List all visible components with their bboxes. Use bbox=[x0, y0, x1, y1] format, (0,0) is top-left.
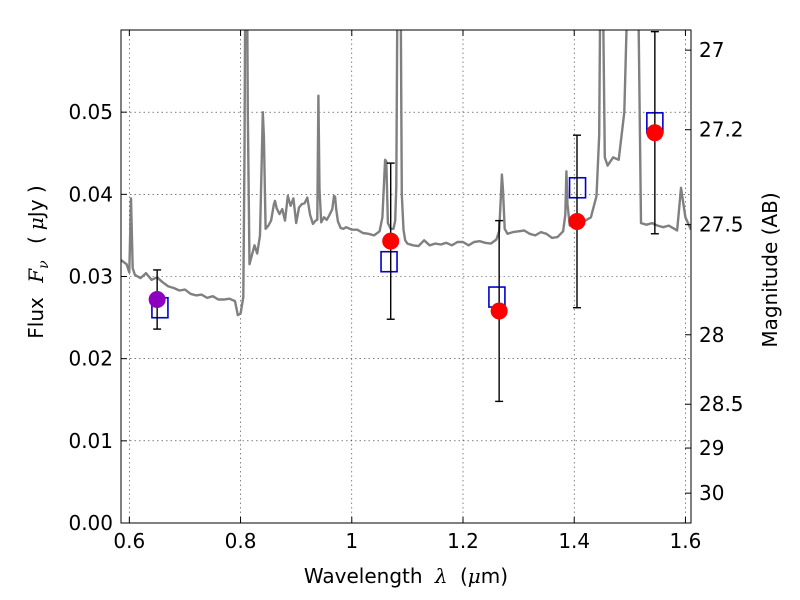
y2-tick-label: 28.5 bbox=[699, 392, 744, 416]
observed-flux-point bbox=[148, 291, 166, 309]
y-tick-label: 0.02 bbox=[68, 347, 113, 371]
model-spectrum-line bbox=[121, 30, 691, 317]
y2-tick-label: 30 bbox=[699, 481, 724, 505]
observed-flux-point bbox=[490, 302, 508, 320]
observed-flux-point bbox=[382, 232, 400, 250]
x-tick-label: 0.8 bbox=[225, 529, 257, 553]
observed-flux-point bbox=[568, 212, 586, 230]
y2-tick-label: 27 bbox=[699, 38, 724, 62]
grid bbox=[121, 30, 691, 523]
y-tick-label: 0.00 bbox=[68, 511, 113, 535]
axis-ticks: 0.6 0.8 1 1.2 1.4 1.6 0.00 0.01 0.02 0.03 0.04 0.05… bbox=[68, 30, 744, 553]
y-axis-title: Flux Fν (μJy ) bbox=[24, 185, 53, 338]
observed-flux-point bbox=[646, 124, 664, 142]
x-tick-label: 1.4 bbox=[558, 529, 590, 553]
x-tick-label: 1.6 bbox=[670, 529, 702, 553]
y2-axis-title: Magnitude (AB) bbox=[758, 192, 782, 347]
model-photometry-square bbox=[380, 250, 398, 273]
y2-tick-label: 28 bbox=[699, 323, 724, 347]
x-tick-label: 0.6 bbox=[113, 529, 145, 553]
x-axis-title: Wavelength λ (μm) bbox=[304, 564, 508, 588]
y2-tick-label: 27.5 bbox=[699, 213, 744, 237]
model-spectrum-layer bbox=[121, 30, 691, 317]
x-tick-label: 1.2 bbox=[447, 529, 479, 553]
y-tick-label: 0.01 bbox=[68, 429, 113, 453]
y-tick-label: 0.03 bbox=[68, 265, 113, 289]
photometry-layer bbox=[148, 30, 664, 403]
y2-tick-label: 27.2 bbox=[699, 118, 744, 142]
y2-tick-label: 29 bbox=[699, 436, 724, 460]
x-tick-label: 1 bbox=[345, 529, 358, 553]
y-tick-label: 0.05 bbox=[68, 100, 113, 124]
y-tick-label: 0.04 bbox=[68, 182, 113, 206]
